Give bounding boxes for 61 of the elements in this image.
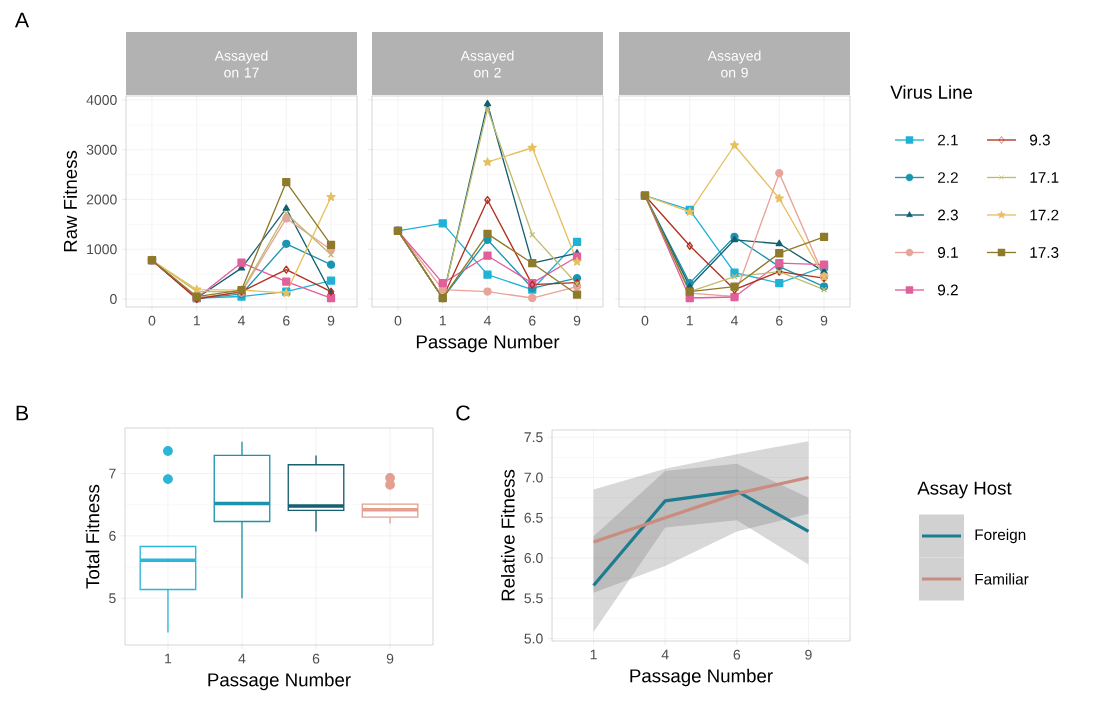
x-tick-label: 0	[148, 315, 156, 326]
y-tick-label: 6	[109, 530, 116, 541]
x-tick-label: 4	[238, 653, 246, 664]
legend-label: Familiar	[975, 573, 1029, 585]
legend-label: 9.2	[937, 284, 958, 296]
x-tick-label: 4	[730, 315, 738, 326]
legend-label: 17.2	[1030, 209, 1059, 221]
legend-label: 17.1	[1030, 172, 1059, 183]
x-tick-label: 9	[820, 315, 828, 326]
y-tick-label: 7.0	[524, 472, 543, 483]
legend-title: Virus Line	[890, 85, 973, 99]
x-tick-label: 1	[193, 315, 200, 326]
y-tick-label: 6.5	[524, 512, 543, 523]
x-tick-label: 1	[590, 649, 597, 660]
x-tick-label: 6	[283, 315, 290, 326]
legend-title: Assay Host	[917, 481, 1012, 499]
x-tick-label: 1	[165, 653, 172, 664]
text: C	[456, 405, 470, 421]
x-tick-label: 1	[439, 315, 446, 326]
chart-title: Assayed on 17	[214, 50, 268, 78]
y-tick-label: 7	[109, 468, 116, 479]
legend-label: 2.1	[938, 134, 958, 146]
x-tick-label: 6	[733, 649, 741, 660]
y-axis-title: Relative Fitness	[500, 469, 515, 601]
y-tick-label: 2000	[86, 194, 117, 205]
y-axis-title: Total Fitness	[85, 484, 100, 589]
legend-label: Foreign	[975, 528, 1026, 544]
x-tick-label: 9	[386, 653, 394, 664]
x-tick-label: 9	[327, 315, 335, 326]
x-tick-label: 4	[237, 315, 245, 326]
y-tick-label: 5.5	[524, 593, 543, 604]
y-tick-label: 5.0	[524, 633, 543, 644]
y-tick-label: 6.0	[524, 553, 543, 563]
y-tick-label: 7.5	[524, 432, 543, 443]
x-tick-label: 4	[661, 649, 669, 660]
y-tick-label: 4000	[86, 95, 117, 105]
x-tick-label: 6	[312, 653, 320, 664]
text: B	[16, 405, 29, 421]
y-axis-title: Raw Fitness	[63, 150, 77, 252]
x-axis-title: Passage Number	[416, 334, 560, 353]
chart-title: Assayed on 9	[707, 50, 761, 78]
legend-label: 2.3	[938, 209, 958, 221]
legend-label: 9.1	[937, 247, 958, 258]
x-tick-label: 0	[641, 315, 649, 326]
y-tick-label: 3000	[86, 144, 117, 155]
x-axis-title: Passage Number	[630, 668, 773, 687]
legend-label: 2.2	[938, 172, 958, 183]
legend-label: 17.3	[1030, 247, 1059, 258]
x-tick-label: 4	[483, 315, 491, 326]
text: A	[14, 12, 30, 28]
x-tick-label: 0	[394, 315, 402, 326]
legend-label: 9.3	[1029, 134, 1050, 146]
y-tick-label: 5	[109, 593, 116, 604]
y-tick-label: 1000	[87, 244, 117, 255]
chart-title: Assayed on 2	[460, 50, 514, 78]
x-tick-label: 9	[573, 315, 581, 326]
x-tick-label: 1	[686, 315, 693, 326]
x-tick-label: 9	[805, 649, 812, 660]
x-tick-label: 6	[776, 315, 783, 326]
y-tick-label: 0	[110, 294, 117, 304]
x-axis-title: Passage Number	[208, 672, 351, 691]
